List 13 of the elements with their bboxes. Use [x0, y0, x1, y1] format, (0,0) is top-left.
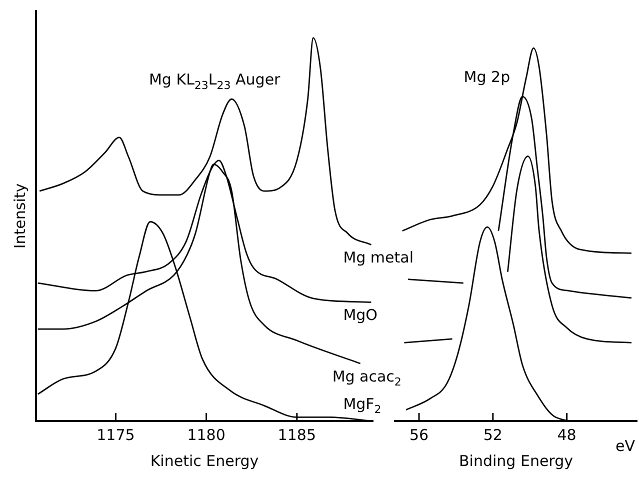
y-axis-title: Intensity	[10, 183, 29, 249]
x-axis-title: Kinetic Energy	[150, 452, 259, 470]
text: eV	[616, 436, 636, 455]
x-tick-label: 56	[409, 426, 429, 444]
x-tick-label: 1180	[187, 426, 226, 444]
x-tick-label: 1175	[96, 426, 135, 444]
x-tick-label: 1185	[278, 426, 316, 444]
x-tick-label: 48	[557, 426, 576, 444]
x-axis-title: Binding Energy	[459, 452, 574, 470]
text: Mg 2p	[464, 68, 510, 86]
series-label: MgO	[343, 306, 378, 324]
x-tick-label: 52	[483, 426, 502, 444]
series-label: Mg metal	[343, 248, 414, 267]
